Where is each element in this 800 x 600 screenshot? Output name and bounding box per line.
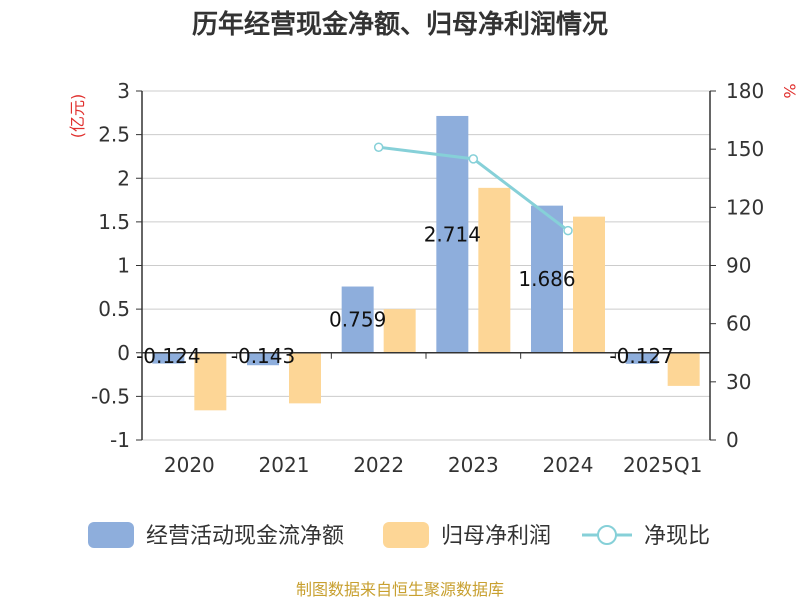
ratio-point: [468, 154, 479, 164]
left-axis-tick-label: 0.5: [98, 297, 130, 321]
cashflow-bar: [531, 205, 563, 353]
legend-swatch-cashflow: [88, 522, 134, 548]
ratio-point: [563, 225, 573, 236]
cashflow-bar: [247, 352, 279, 366]
chart-title: 历年经营现金净额、归母净利润情况: [192, 9, 608, 40]
cashflow-value-label: -0.143: [231, 344, 295, 368]
right-axis-tick-label: 90: [726, 254, 751, 278]
profit-bar: [289, 352, 321, 404]
x-axis-label: 2021: [259, 453, 310, 477]
cashflow-bar: [152, 352, 185, 364]
source-note: 制图数据来自恒生聚源数据库: [296, 580, 504, 599]
x-axis-label: 2022: [353, 453, 404, 477]
x-axis-label: 2023: [448, 453, 499, 477]
data-labels: -0.124 -0.143 0.759 2.714 1.686 -0.127: [136, 222, 674, 367]
right-axis-tick-label: 120: [726, 195, 764, 219]
left-axis-tick-label: 1.5: [98, 210, 130, 234]
cashflow-value-label: -0.127: [609, 344, 673, 368]
x-axis-label: 2020: [164, 453, 215, 477]
grid-lines: [142, 90, 710, 441]
legend-swatch-profit: [383, 522, 429, 548]
right-axis-tick-label: 0: [726, 428, 739, 452]
cashflow-value-label: 1.686: [518, 267, 575, 291]
x-axis-label: 2025Q1: [623, 453, 702, 477]
bars: [152, 115, 700, 411]
left-axis-tick-label: -0.5: [91, 384, 130, 408]
x-axis-label: 2024: [543, 453, 594, 477]
cashflow-value-label: -0.124: [136, 344, 200, 368]
cashflow-value-label: 0.759: [329, 308, 386, 332]
cashflow-value-label: 2.714: [424, 222, 481, 246]
profit-bar: [667, 352, 700, 386]
right-axis-tick-label: 180: [726, 79, 764, 103]
legend-label-cashflow: 经营活动现金流净额: [146, 524, 344, 549]
legend-label-profit: 归母净利润: [441, 524, 551, 549]
cashflow-bar: [341, 286, 374, 353]
left-axis-tick-label: 2: [117, 166, 130, 190]
profit-bar: [478, 187, 511, 353]
left-axis-unit: (亿元): [68, 94, 87, 139]
left-axis-tick-label: -1: [110, 428, 130, 452]
right-axis-unit: %: [780, 83, 799, 98]
legend-label-ratio: 净现比: [644, 524, 710, 549]
legend: 经营活动现金流净额 归母净利润 净现比: [88, 522, 710, 549]
profit-bar: [573, 216, 605, 353]
profit-bar: [194, 352, 227, 411]
ratio-line: [373, 142, 573, 236]
left-axis-tick-label: 0: [117, 341, 130, 365]
right-axis-tick-label: 150: [726, 137, 764, 161]
ratio-point: [373, 142, 384, 152]
right-axis-tick-label: 30: [726, 370, 751, 394]
left-axis-tick-label: 1: [117, 254, 130, 278]
cashflow-bar: [625, 352, 658, 364]
legend-marker-ratio: [597, 525, 617, 545]
profit-bar: [383, 309, 416, 353]
left-axis-tick-label: 2.5: [98, 123, 130, 147]
left-axis-tick-label: 3: [117, 79, 130, 103]
right-axis-tick-label: 60: [726, 312, 751, 336]
